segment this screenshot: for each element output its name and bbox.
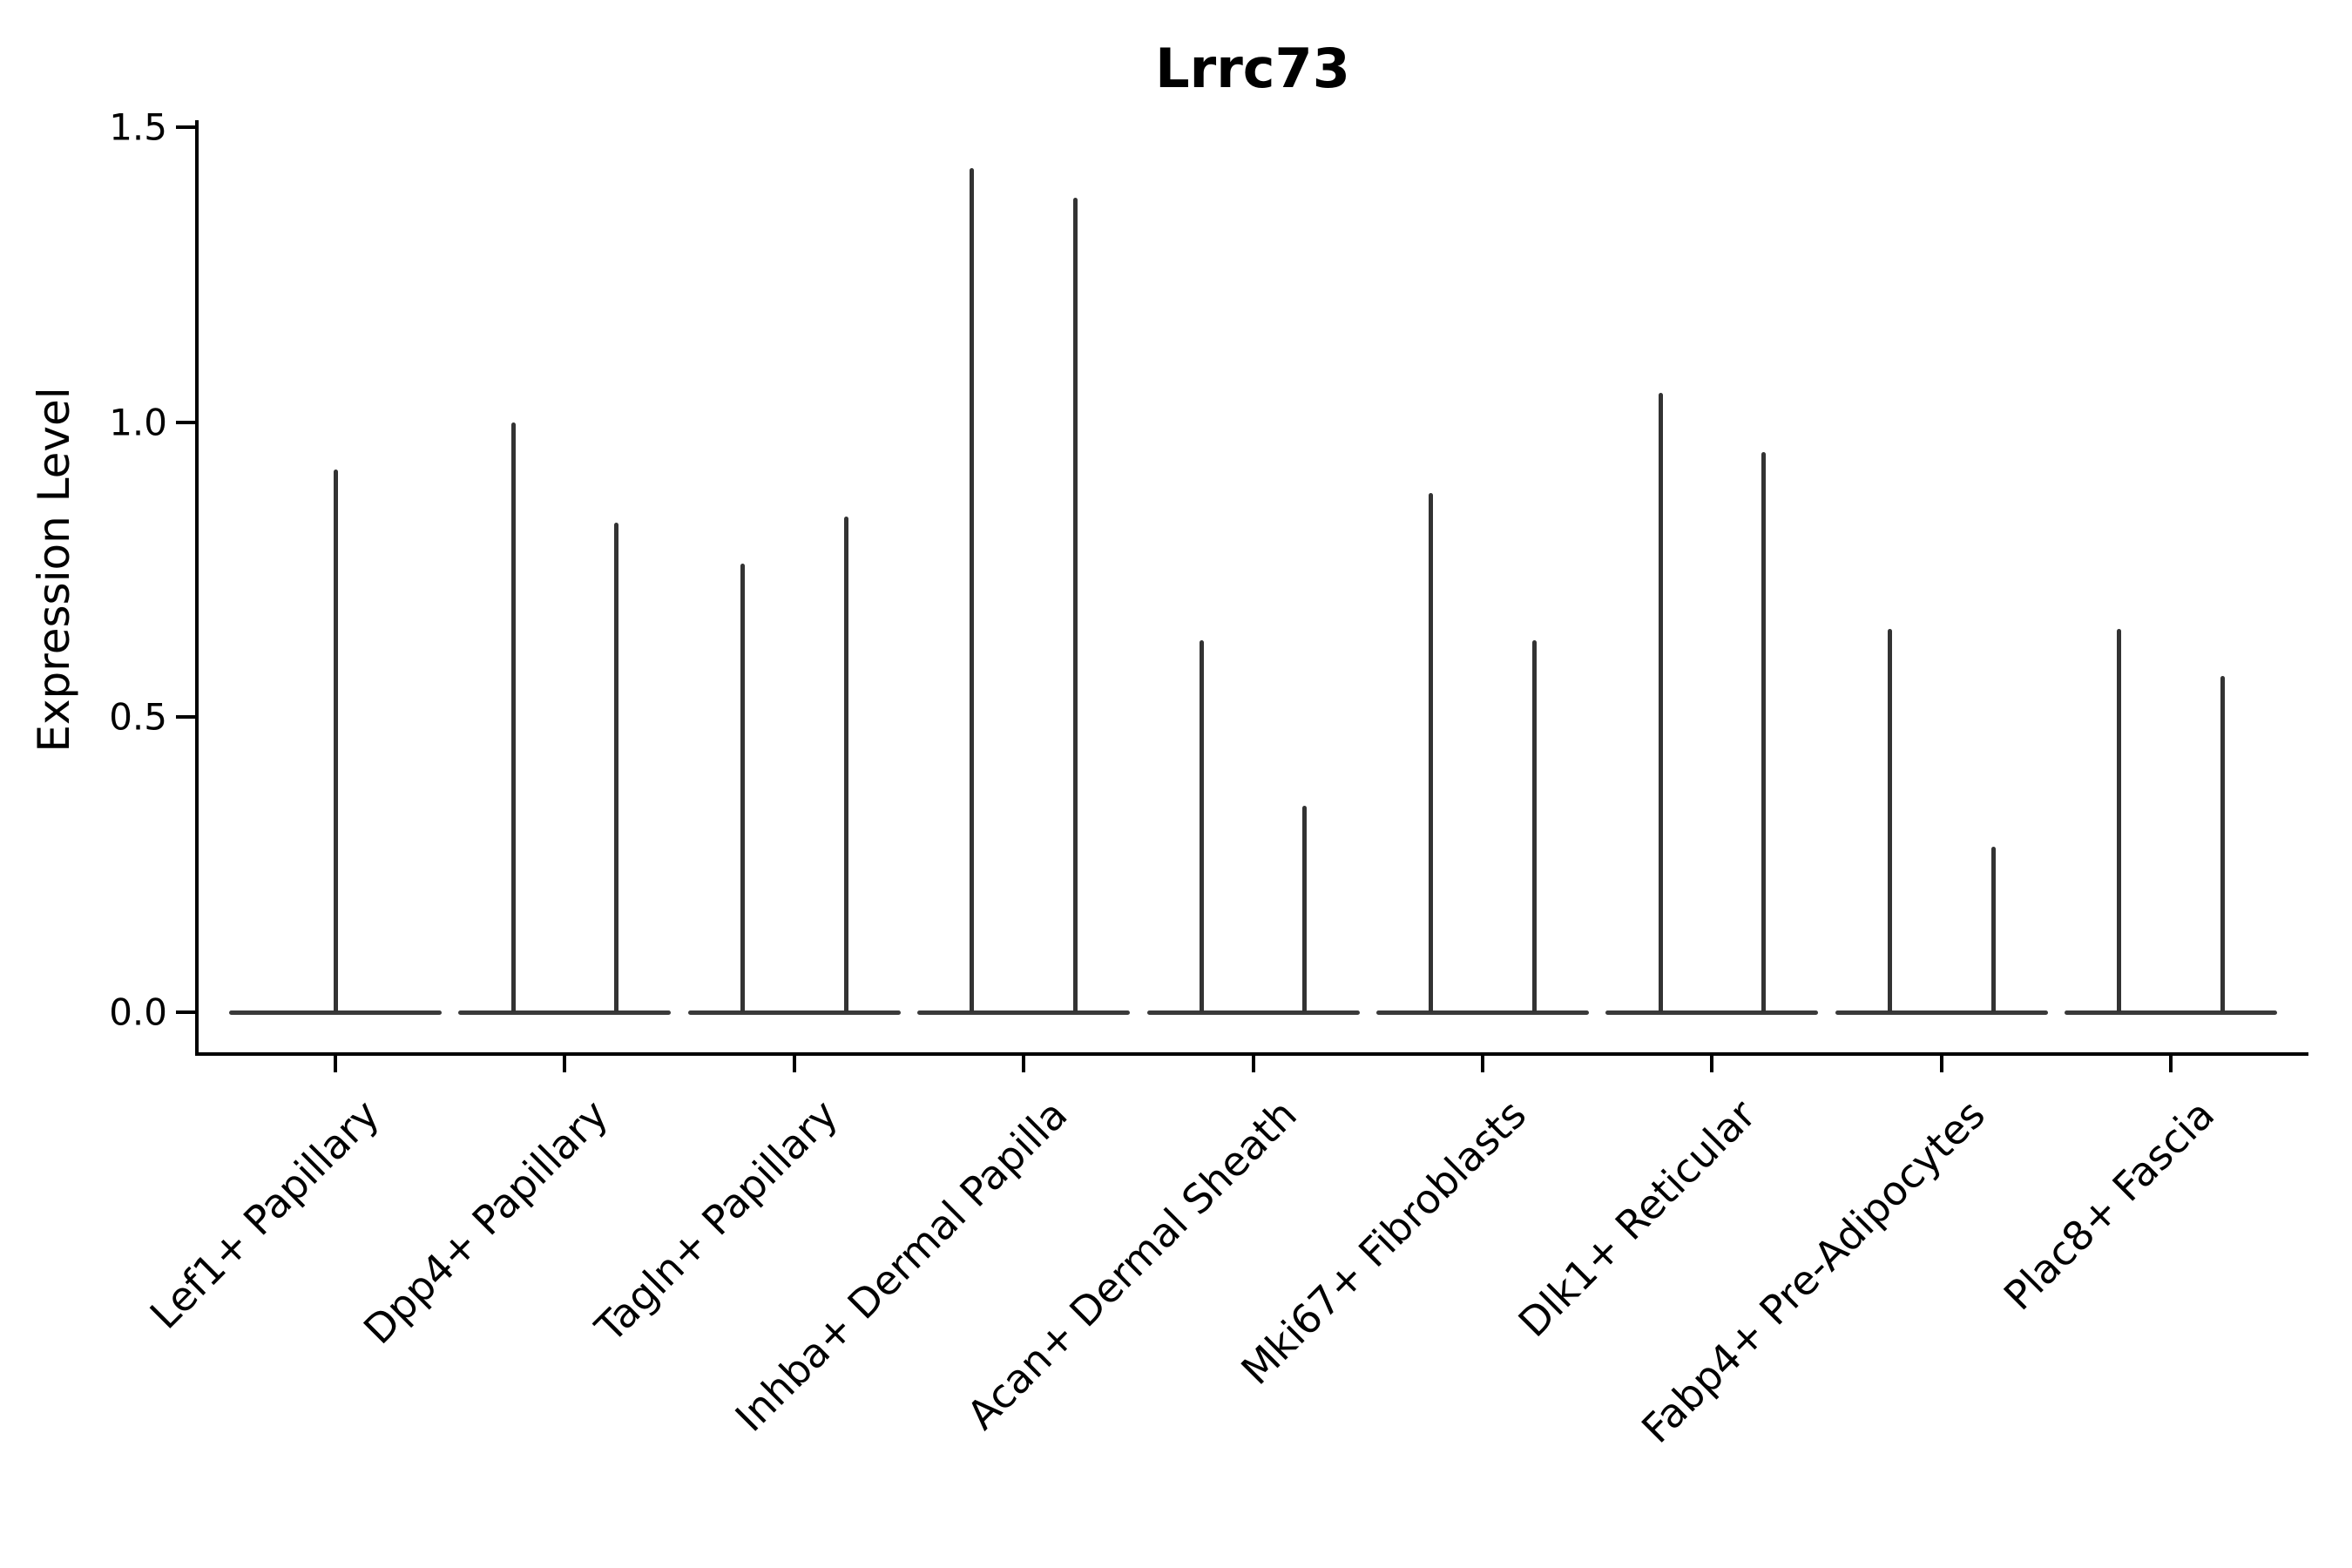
x-tick-label: Plac8+ Fascia — [1994, 1091, 2224, 1320]
x-tick — [2169, 1052, 2173, 1072]
violin-spike — [1531, 640, 1537, 1012]
x-tick — [1481, 1052, 1484, 1072]
y-tick-label: 1.0 — [109, 401, 167, 444]
violin-spike — [333, 469, 338, 1012]
x-tick — [563, 1052, 567, 1072]
violin-spike — [1302, 805, 1308, 1012]
violin-baseline — [229, 1010, 442, 1015]
violin-spike — [1888, 628, 1893, 1012]
x-tick — [792, 1052, 796, 1072]
x-tick — [1939, 1052, 1943, 1072]
violin-baseline — [1376, 1010, 1589, 1015]
x-tick-label: Tagln+ Papillary — [586, 1091, 847, 1351]
x-tick — [1251, 1052, 1255, 1072]
violin-spike — [740, 564, 746, 1012]
violin-spike — [843, 517, 848, 1012]
x-tick-label: Dpp4+ Papillary — [355, 1091, 618, 1354]
y-tick — [176, 715, 195, 720]
x-tick-label: Lef1+ Papillary — [140, 1091, 389, 1338]
violin-baseline — [917, 1010, 1131, 1015]
x-tick — [334, 1052, 337, 1072]
violin-spike — [614, 522, 619, 1012]
violin-spike — [1429, 492, 1434, 1012]
violin-spike — [1761, 451, 1767, 1012]
y-tick — [176, 1010, 195, 1014]
violin-baseline — [1605, 1010, 1819, 1015]
y-axis-spine — [195, 120, 199, 1056]
y-tick — [176, 125, 195, 130]
violin-spike — [1990, 847, 1996, 1012]
violin-spike — [1199, 640, 1204, 1012]
x-tick — [1710, 1052, 1714, 1072]
violin-spike — [510, 422, 516, 1012]
violin-spike — [1072, 198, 1078, 1012]
chart-title: Lrrc73 — [1155, 37, 1350, 100]
y-tick — [176, 420, 195, 424]
y-tick-label: 0.5 — [109, 695, 167, 739]
y-tick-label: 0.0 — [109, 990, 167, 1034]
violin-baseline — [1146, 1010, 1360, 1015]
violin-spike — [1658, 392, 1663, 1012]
y-tick-label: 1.5 — [109, 105, 167, 149]
violin-baseline — [687, 1010, 901, 1015]
x-tick — [1022, 1052, 1026, 1072]
violin-baseline — [2065, 1010, 2278, 1015]
violin-spike — [970, 168, 975, 1012]
violin-spike — [2117, 628, 2122, 1012]
violin-baseline — [1835, 1010, 2048, 1015]
violin-spike — [2220, 675, 2225, 1012]
x-tick-label: Dlk1+ Reticular — [1509, 1091, 1765, 1347]
violin-baseline — [458, 1010, 672, 1015]
